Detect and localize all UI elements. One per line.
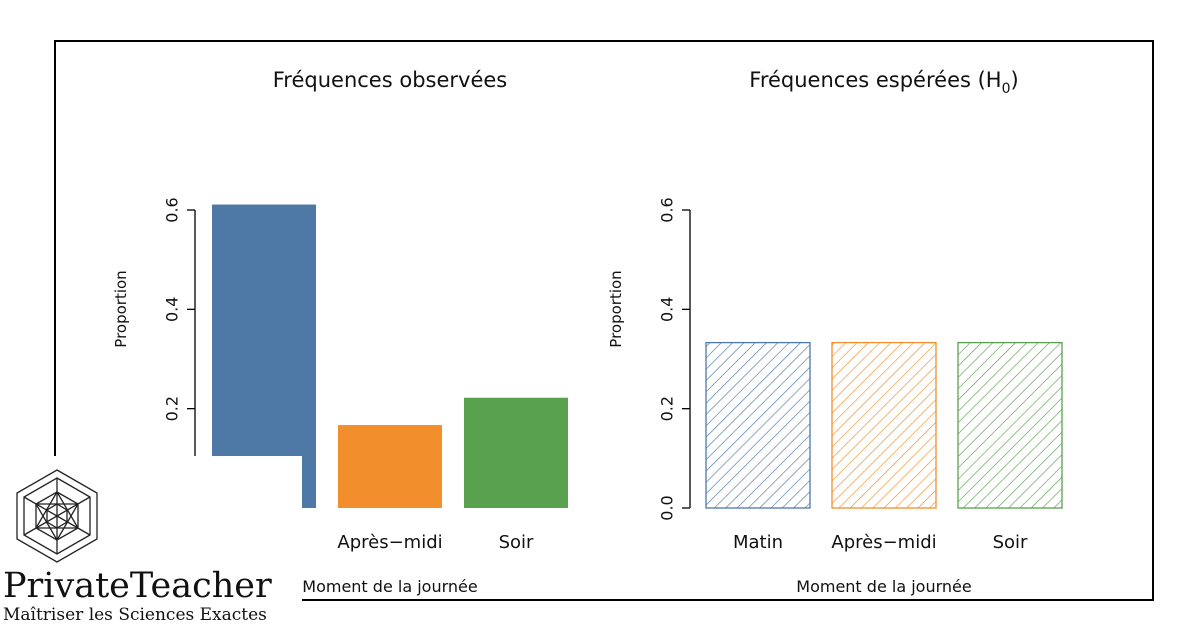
hexagon-cube-logo-icon: [16, 469, 98, 563]
figure-frame: [54, 40, 1154, 601]
y-tick-label: 0.6: [163, 197, 182, 222]
branding: PrivateTeacher Maîtriser les Sciences Ex…: [0, 456, 302, 630]
bar-2: [464, 397, 568, 508]
expected-frequencies-panel: Fréquences espérées (H0) Proportion Mome…: [607, 68, 1063, 596]
x-tick-label: Soir: [993, 532, 1028, 553]
y-tick-label: 0.2: [163, 396, 182, 421]
y-tick-label: 0.4: [163, 297, 182, 322]
panel-title: Fréquences espérées (H0): [749, 68, 1018, 97]
x-tick-labels: Matin Après−midi Soir: [733, 532, 1028, 553]
x-axis-label: Moment de la journée: [302, 577, 477, 596]
x-tick-label: Matin: [733, 532, 783, 553]
y-axis-label: Proportion: [112, 270, 130, 347]
y-tick-label: 0.4: [658, 297, 677, 322]
y-axis-label: Proportion: [607, 270, 625, 347]
bar-1: [338, 425, 442, 508]
bar-0: [705, 341, 811, 509]
panel-title: Fréquences observées: [273, 68, 507, 92]
bar-1: [831, 341, 937, 509]
y-tick-label: 0.6: [658, 197, 677, 222]
y-tick-label: 0.2: [658, 396, 677, 421]
x-tick-label: Après−midi: [831, 532, 936, 553]
brand-tagline: Maîtriser les Sciences Exactes: [3, 605, 267, 625]
x-tick-label: Après−midi: [337, 532, 442, 553]
brand-name: PrivateTeacher: [3, 566, 272, 606]
y-tick-label: 0.0: [658, 495, 677, 520]
y-axis: 0.0 0.2 0.4 0.6: [658, 197, 691, 521]
x-tick-label: Soir: [499, 532, 534, 553]
bar-2: [957, 341, 1063, 509]
x-axis-label: Moment de la journée: [796, 577, 971, 596]
branding-backdrop: [0, 456, 302, 630]
bars: [705, 341, 1063, 509]
